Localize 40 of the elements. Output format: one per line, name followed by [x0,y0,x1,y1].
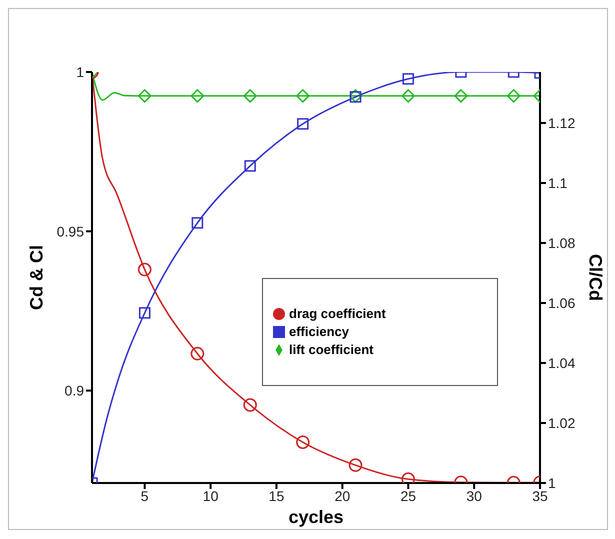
point [138,307,150,319]
y-tick-label: 0.9 [64,382,84,399]
y2-tick-label: 1.02 [548,414,576,431]
point [138,89,152,103]
point [190,346,204,360]
legend-label: efficiency [289,324,349,339]
point [401,89,415,103]
x-tick-label: 15 [268,488,284,504]
y-axis-title: Cd & Cl [26,245,46,310]
point [190,89,204,103]
x-tick-label: 5 [140,488,149,504]
y2-tick-label: 1.12 [548,114,576,131]
x-tick-label: 25 [400,488,416,504]
y2-tick-label: 1 [548,474,556,491]
y2-tick-label: 1.04 [548,354,576,371]
y2-tick-label: 1.08 [548,234,576,251]
point [138,262,152,276]
y2-tick-label: 1.1 [548,174,568,191]
point [296,435,310,449]
x-tick-label: 20 [334,488,350,504]
y2-axis-title: Cl/Cd [586,254,606,301]
line-series [92,72,540,103]
x-tick-label: 35 [532,488,548,504]
point [297,118,309,130]
point [506,89,520,103]
point [192,217,204,229]
legend-label: lift coefficient [289,342,374,357]
point [454,89,468,103]
point [243,89,257,103]
point [243,398,257,412]
point [348,458,362,472]
y-tick-label: 0.95 [56,223,84,240]
point [244,160,256,172]
x-tick-label: 10 [202,488,219,504]
y2-tick-label: 1.06 [548,294,576,311]
point [296,89,310,103]
x-tick-label: 30 [466,488,482,504]
x-axis-title: cycles [288,507,344,527]
y-tick-label: 1 [76,64,84,80]
legend-label: drag coefficient [289,306,386,321]
